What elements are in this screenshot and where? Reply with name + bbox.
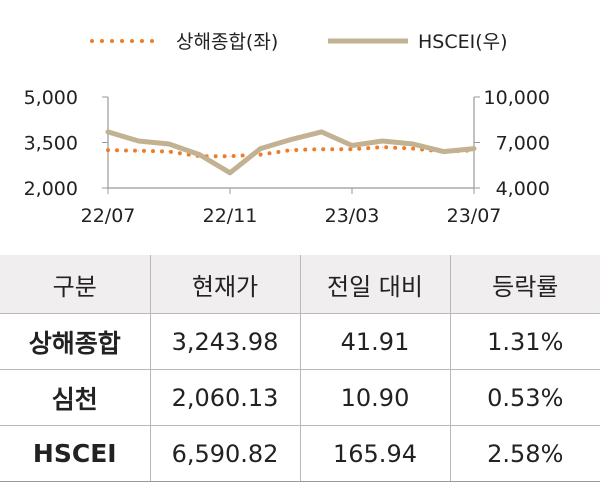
change-rate-cell: 0.53% — [450, 369, 600, 426]
change-rate-cell: 2.58% — [450, 425, 600, 482]
left-y-tick-label: 5,000 — [24, 87, 78, 109]
right-y-tick-label: 10,000 — [484, 87, 550, 109]
header-change-rate: 등락률 — [450, 255, 600, 314]
series-1-point — [351, 145, 353, 146]
table-row: HSCEI 6,590.82 165.94 2.58% — [0, 425, 600, 482]
table-row: 상해종합 3,243.98 41.91 1.31% — [0, 313, 600, 370]
header-current-price: 현재가 — [150, 255, 301, 314]
axes: 5,000 3,500 2,000 10,000 7,000 4,000 22/07 22/1… — [24, 87, 550, 227]
series-0-point — [290, 149, 292, 151]
change-cell: 41.91 — [300, 313, 451, 370]
right-y-tick-label: 4,000 — [496, 178, 550, 200]
legend-label-0: 상해종합(좌) — [176, 31, 278, 53]
x-tick-label: 22/11 — [203, 205, 258, 227]
current-price-cell: 3,243.98 — [150, 313, 301, 370]
series-0-point — [138, 150, 139, 152]
series-1-point — [168, 143, 170, 145]
row-name: 상해종합 — [0, 313, 151, 370]
series-0-point — [321, 148, 322, 150]
x-tick-label: 23/03 — [325, 205, 380, 227]
series-1-point — [138, 140, 139, 142]
current-price-cell: 6,590.82 — [150, 425, 301, 482]
series-1-point — [473, 148, 475, 150]
series-1-point — [321, 131, 322, 133]
series-0-point — [412, 148, 414, 150]
series-0-point — [351, 148, 353, 150]
header-category: 구분 — [0, 255, 151, 314]
series-line-0 — [106, 145, 476, 159]
table-row: 심천 2,060.13 10.90 0.53% — [0, 369, 600, 426]
index-summary-table: 구분 현재가 전일 대비 등락률 상해종합 3,243.98 41.91 1.3… — [0, 255, 600, 482]
change-cell: 165.94 — [300, 425, 451, 482]
row-name: HSCEI — [0, 425, 151, 482]
series-layer — [105, 129, 477, 176]
series-1-point — [107, 131, 109, 133]
series-1-point — [443, 151, 444, 153]
table-header-row: 구분 현재가 전일 대비 등락률 — [0, 255, 600, 314]
index-line-chart: 상해종합(좌) HSCEI(우) 5,000 3,500 2,000 10,000 7,0… — [24, 31, 550, 227]
series-1-point — [382, 140, 383, 142]
series-1-point — [290, 139, 292, 140]
series-0-point — [229, 155, 231, 157]
x-tick-label: 22/07 — [81, 205, 136, 227]
series-0-point — [107, 149, 109, 151]
series-0-point — [382, 146, 383, 148]
series-0-point — [260, 154, 261, 156]
row-name: 심천 — [0, 369, 151, 426]
legend: 상해종합(좌) HSCEI(우) — [90, 31, 508, 53]
series-1-point — [229, 172, 231, 174]
series-1-point — [199, 154, 200, 156]
header-change: 전일 대비 — [300, 255, 451, 314]
current-price-cell: 2,060.13 — [150, 369, 301, 426]
series-1-point — [412, 143, 414, 145]
series-1-point — [260, 148, 261, 150]
series-0-point — [168, 151, 170, 153]
x-tick-label: 23/07 — [447, 205, 502, 227]
change-cell: 10.90 — [300, 369, 451, 426]
left-y-tick-label: 3,500 — [24, 133, 78, 155]
left-y-tick-label: 2,000 — [24, 178, 78, 200]
right-y-tick-label: 7,000 — [496, 133, 550, 155]
legend-label-1: HSCEI(우) — [418, 31, 508, 53]
change-rate-cell: 1.31% — [450, 313, 600, 370]
